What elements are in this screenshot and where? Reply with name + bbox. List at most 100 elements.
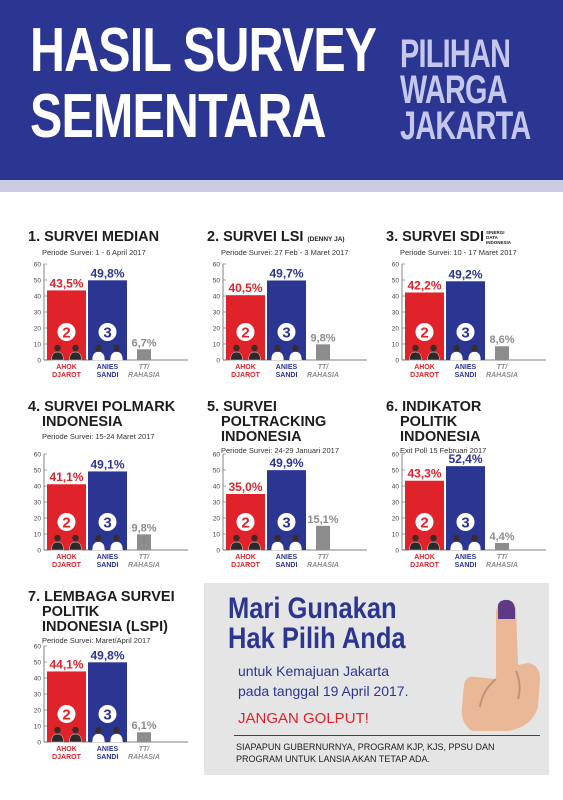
candidate-photo-icon: [430, 344, 437, 352]
ballot-number-badge: [57, 513, 76, 531]
ballot-number-badge: [57, 323, 76, 341]
y-tick-label: 50: [34, 660, 42, 667]
candidate-photo-icon: [72, 344, 79, 352]
survey-panel-3: 3. SURVEI SDI SINERGI DATA INDONESIA Peri…: [386, 230, 556, 400]
candidate-photo-icon: [471, 534, 478, 542]
y-tick-label: 20: [34, 708, 42, 715]
candidate-photo-icon: [92, 351, 105, 361]
bar-tt: [316, 525, 330, 550]
y-tick-label: 40: [34, 484, 42, 491]
category-label: SANDI: [97, 372, 119, 379]
y-tick-label: 60: [213, 452, 221, 459]
category-label: AHOK: [56, 554, 77, 561]
header-banner: HASIL SURVEY SEMENTARA PILIHAN WARGA JAK…: [0, 0, 563, 180]
y-tick-label: 0: [37, 358, 41, 365]
y-tick-label: 10: [34, 342, 42, 349]
data-label: 52,4%: [448, 452, 482, 466]
survey-panel-5: 5. SURVEI POLTRACKING INDONESIA Periode Su…: [207, 400, 377, 570]
panel-title: 7. LEMBAGA SURVEI POLITIK INDONESIA (LSPI): [28, 589, 175, 635]
ballot-number: 3: [103, 707, 111, 724]
ballot-number: 2: [420, 325, 428, 342]
panel-period: Exit Poll 15 Februari 2017: [400, 446, 487, 455]
ballot-number: 3: [103, 325, 111, 342]
y-tick-label: 50: [34, 468, 42, 475]
y-tick-label: 50: [34, 278, 42, 285]
ballot-number-badge: [456, 513, 475, 531]
candidate-photo-icon: [409, 351, 422, 361]
category-label: TT/: [318, 554, 330, 561]
bar-tt: [137, 732, 151, 742]
y-tick-label: 40: [34, 676, 42, 683]
candidate-photo-icon: [51, 733, 64, 743]
category-label: AHOK: [235, 554, 256, 561]
category-label: RAHASIA: [307, 562, 339, 569]
header-tag-line1: PILIHAN: [400, 32, 511, 76]
ballot-number-badge: [98, 323, 117, 341]
candidate-photo-icon: [292, 344, 299, 352]
bar-anies: [88, 280, 127, 360]
candidate-photo-icon: [450, 541, 463, 551]
data-label: 41,1%: [49, 470, 83, 484]
bar-anies: [446, 281, 485, 360]
y-tick-label: 0: [37, 548, 41, 555]
candidate-photo-icon: [113, 344, 120, 352]
y-tick-label: 0: [216, 548, 220, 555]
header-title-line2: SEMENTARA: [30, 82, 326, 151]
candidate-photo-icon: [110, 351, 123, 361]
survey-panel-6: 6. INDIKATOR POLITIK INDONESIA Exit Poll 1…: [386, 400, 556, 570]
candidate-photo-icon: [289, 541, 302, 551]
category-label: AHOK: [414, 554, 435, 561]
ballot-number: 2: [62, 325, 70, 342]
ballot-number-badge: [57, 705, 76, 723]
bar-anies: [267, 280, 306, 360]
candidate-photo-icon: [468, 351, 481, 361]
y-tick-label: 40: [213, 484, 221, 491]
candidate-photo-icon: [248, 541, 261, 551]
panel-period: Periode Survei: 27 Feb - 3 Maret 2017: [221, 248, 349, 257]
ballot-number-badge: [277, 323, 296, 341]
panel-title: 4. SURVEI POLMARK INDONESIA: [28, 399, 176, 430]
bar-tt: [137, 349, 151, 360]
category-label: DJAROT: [52, 372, 82, 379]
candidate-photo-icon: [430, 534, 437, 542]
data-label: 6,1%: [131, 720, 156, 732]
category-label: TT/: [139, 746, 151, 753]
category-label: DJAROT: [231, 372, 261, 379]
candidate-photo-icon: [409, 541, 422, 551]
candidate-photo-icon: [251, 534, 258, 542]
y-tick-label: 30: [213, 500, 221, 507]
ballot-number: 2: [241, 325, 249, 342]
ballot-number-badge: [236, 323, 255, 341]
candidate-photo-icon: [92, 733, 105, 743]
candidate-photo-icon: [54, 344, 61, 352]
candidate-photo-icon: [72, 534, 79, 542]
candidate-photo-icon: [251, 344, 258, 352]
candidate-photo-icon: [110, 733, 123, 743]
category-label: RAHASIA: [486, 372, 518, 379]
ballot-number: 2: [420, 515, 428, 532]
category-label: AHOK: [56, 364, 77, 371]
panel-period: Periode Survei: 24-29 Januari 2017: [221, 446, 339, 455]
data-label: 49,1%: [90, 457, 124, 471]
y-tick-label: 50: [213, 278, 221, 285]
candidate-photo-icon: [113, 534, 120, 542]
category-label: ANIES: [455, 554, 477, 561]
ballot-number: 3: [282, 325, 290, 342]
ballot-number-badge: [456, 323, 475, 341]
y-tick-label: 60: [34, 262, 42, 269]
candidate-photo-icon: [113, 726, 120, 734]
y-tick-label: 50: [392, 468, 400, 475]
candidate-photo-icon: [412, 344, 419, 352]
data-label: 8,6%: [489, 334, 514, 346]
y-tick-label: 60: [34, 452, 42, 459]
data-label: 49,2%: [448, 267, 482, 281]
y-tick-label: 20: [392, 516, 400, 523]
category-label: ANIES: [276, 554, 298, 561]
ballot-number-badge: [98, 513, 117, 531]
y-tick-label: 10: [213, 532, 221, 539]
y-tick-label: 60: [392, 262, 400, 269]
candidate-photo-icon: [69, 351, 82, 361]
